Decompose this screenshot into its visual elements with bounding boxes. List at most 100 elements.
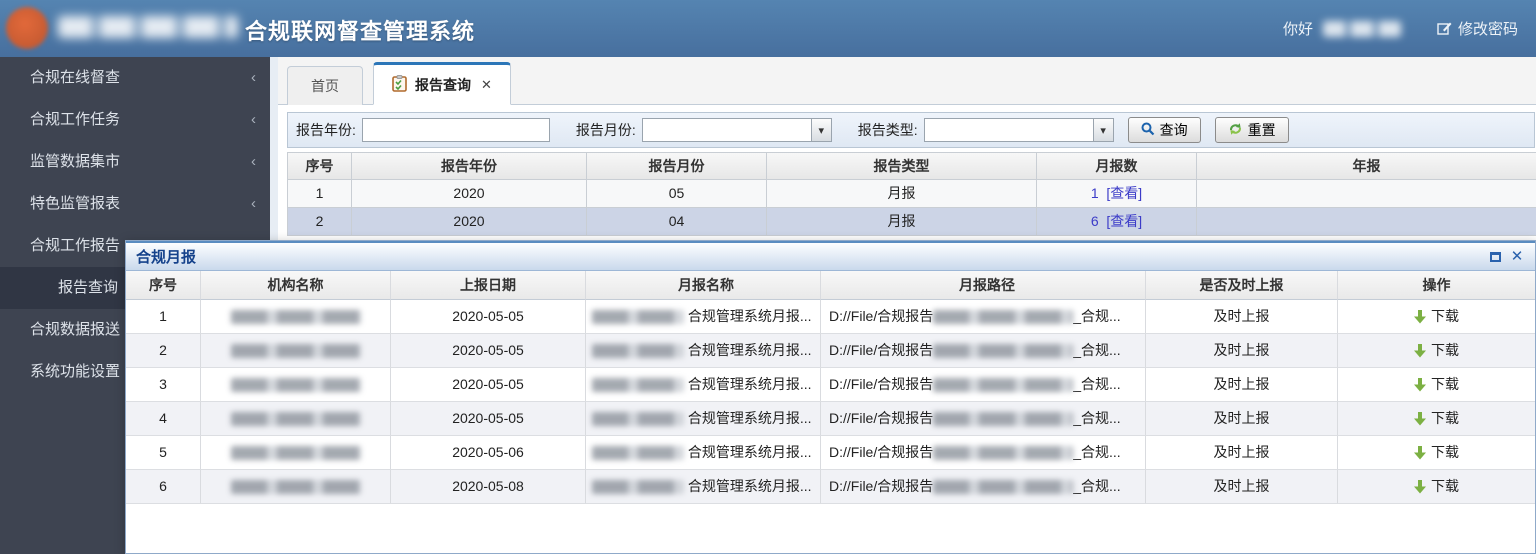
redacted-path-mid [933, 480, 1074, 495]
redacted-org-name [230, 412, 361, 427]
type-label: 报告类型: [857, 122, 918, 138]
cell-date: 2020-05-05 [391, 334, 586, 368]
dialog-table-row[interactable]: 3 2020-05-05 合规管理系统月报... D://File/合规报告 _合… [126, 368, 1535, 402]
cell-report-name: 合规管理系统月报... [586, 368, 821, 402]
chevron-left-icon: ‹ [251, 111, 256, 128]
maximize-button[interactable] [1487, 250, 1503, 264]
chevron-down-icon[interactable]: ▾ [1092, 119, 1113, 141]
dialog-table-row[interactable]: 5 2020-05-06 合规管理系统月报... D://File/合规报告 _合… [126, 436, 1535, 470]
query-button-label: 查询 [1159, 122, 1188, 138]
cell-year: 2020 [352, 180, 587, 208]
dialog-title-bar[interactable]: 合规月报 ✕ [126, 241, 1535, 271]
view-link[interactable]: [查看] [1106, 213, 1143, 229]
monthly-count-value[interactable]: 1 [1090, 185, 1099, 201]
view-link[interactable]: [查看] [1106, 185, 1143, 201]
redacted-path-mid [933, 378, 1074, 393]
report-type-select[interactable]: ▾ [923, 118, 1114, 142]
sidebar-item-data-submission[interactable]: 合规数据报送 [0, 309, 270, 351]
close-icon: ✕ [1510, 247, 1524, 265]
close-button[interactable]: ✕ [1509, 247, 1525, 265]
cell-annual [1197, 180, 1536, 208]
report-name-text: 合规管理系统月报... [687, 376, 812, 392]
download-link[interactable]: 下载 [1414, 436, 1459, 469]
sidebar-item-work-tasks[interactable]: 合规工作任务 ‹ [0, 99, 270, 141]
refresh-icon [1228, 122, 1243, 139]
sidebar-item-online-inspection[interactable]: 合规在线督查 ‹ [0, 57, 270, 99]
download-label: 下载 [1431, 444, 1459, 460]
redacted-path-mid [933, 310, 1074, 325]
path-prefix: D://File/合规报告 [829, 308, 934, 324]
reset-button-label: 重置 [1247, 122, 1276, 138]
path-suffix: _合规... [1073, 410, 1121, 426]
cell-path: D://File/合规报告 _合规... [821, 300, 1146, 334]
download-link[interactable]: 下载 [1414, 402, 1459, 435]
cell-timely: 及时上报 [1146, 368, 1338, 402]
download-link[interactable]: 下载 [1414, 300, 1459, 333]
sidebar-item-label: 合规数据报送 [30, 321, 121, 338]
col-header-timely: 是否及时上报 [1146, 271, 1338, 300]
clipboard-icon [392, 74, 407, 95]
report-month-select[interactable]: ▾ [641, 118, 832, 142]
download-link[interactable]: 下载 [1414, 368, 1459, 401]
cell-month: 04 [587, 208, 767, 236]
report-year-input[interactable] [361, 118, 550, 142]
redacted-name-prefix [592, 446, 684, 461]
cell-monthly-count: 1 [查看] [1037, 180, 1197, 208]
sidebar-item-special-reports[interactable]: 特色监管报表 ‹ [0, 183, 270, 225]
cell-no: 2 [287, 208, 352, 236]
redacted-org-name [230, 378, 361, 393]
download-label: 下载 [1431, 478, 1459, 494]
path-prefix: D://File/合规报告 [829, 444, 934, 460]
cell-type: 月报 [767, 208, 1037, 236]
cell-report-name: 合规管理系统月报... [586, 300, 821, 334]
download-label: 下载 [1431, 376, 1459, 392]
tab-home-label: 首页 [311, 78, 339, 94]
col-header-month: 报告月份 [587, 152, 767, 180]
monthly-report-dialog: 合规月报 ✕ 序号 机构名称 上报日期 月报名称 月报路径 是否及时上报 操作 … [125, 240, 1536, 554]
cell-report-name: 合规管理系统月报... [586, 470, 821, 504]
sidebar-item-system-settings[interactable]: 系统功能设置 [0, 351, 270, 393]
sidebar-item-label: 报告查询 [58, 279, 119, 296]
table-header-row: 序号 报告年份 报告月份 报告类型 月报数 年报 [287, 152, 1536, 180]
download-link[interactable]: 下载 [1414, 470, 1459, 503]
cell-action: 下载 [1338, 300, 1535, 334]
download-arrow-icon [1414, 343, 1426, 357]
chevron-left-icon: ‹ [251, 69, 256, 86]
dialog-table-row[interactable]: 1 2020-05-05 合规管理系统月报... D://File/合规报告 _合… [126, 300, 1535, 334]
dialog-table-row[interactable]: 6 2020-05-08 合规管理系统月报... D://File/合规报告 _合… [126, 470, 1535, 504]
download-link[interactable]: 下载 [1414, 334, 1459, 367]
sidebar-item-label: 合规在线督查 [30, 69, 121, 86]
reset-button[interactable]: 重置 [1214, 117, 1289, 143]
redacted-name-prefix [592, 378, 684, 393]
dialog-table-row[interactable]: 2 2020-05-05 合规管理系统月报... D://File/合规报告 _合… [126, 334, 1535, 368]
chevron-down-icon[interactable]: ▾ [810, 119, 831, 141]
path-suffix: _合规... [1073, 444, 1121, 460]
redacted-username [1322, 20, 1401, 37]
search-toolbar: 报告年份: 报告月份: ▾ 报告类型: ▾ 查询 [287, 112, 1535, 148]
cell-date: 2020-05-05 [391, 368, 586, 402]
monthly-count-value[interactable]: 6 [1090, 213, 1099, 229]
cell-date: 2020-05-05 [391, 402, 586, 436]
tab-close-icon[interactable]: ✕ [481, 76, 492, 92]
table-row-selected[interactable]: 2 2020 04 月报 6 [查看] [287, 208, 1536, 236]
dialog-title: 合规月报 [136, 249, 197, 266]
download-arrow-icon [1414, 377, 1426, 391]
report-name-text: 合规管理系统月报... [687, 308, 812, 324]
path-suffix: _合规... [1073, 342, 1121, 358]
cell-path: D://File/合规报告 _合规... [821, 368, 1146, 402]
path-prefix: D://File/合规报告 [829, 376, 934, 392]
table-row[interactable]: 1 2020 05 月报 1 [查看] [287, 180, 1536, 208]
report-name-text: 合规管理系统月报... [687, 410, 812, 426]
dialog-table-row[interactable]: 4 2020-05-05 合规管理系统月报... D://File/合规报告 _合… [126, 402, 1535, 436]
sidebar-item-work-reports[interactable]: 合规工作报告 [0, 225, 270, 267]
tab-report-query[interactable]: 报告查询 ✕ [373, 62, 511, 105]
report-summary-table: 序号 报告年份 报告月份 报告类型 月报数 年报 1 2020 05 月报 1 … [287, 152, 1536, 236]
tab-home[interactable]: 首页 [287, 66, 363, 105]
change-password-link[interactable]: 修改密码 [1437, 18, 1518, 39]
cell-path: D://File/合规报告 _合规... [821, 470, 1146, 504]
sidebar-item-data-mart[interactable]: 监管数据集市 ‹ [0, 141, 270, 183]
report-month-value [643, 119, 811, 141]
query-button[interactable]: 查询 [1127, 117, 1201, 143]
cell-path: D://File/合规报告 _合规... [821, 334, 1146, 368]
